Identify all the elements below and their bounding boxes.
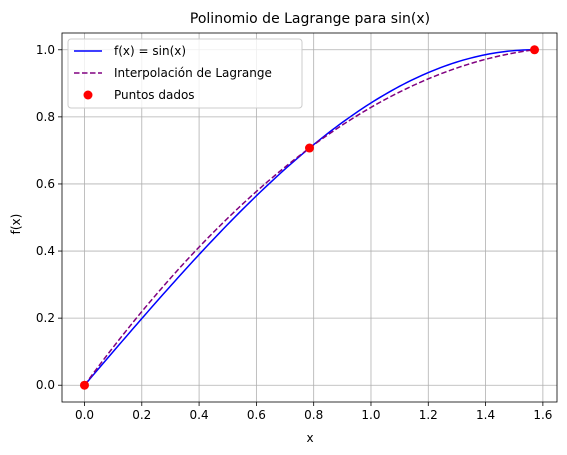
x-tick-label: 0.8 [304, 408, 323, 422]
x-tick-label: 0.4 [190, 408, 209, 422]
y-tick-label: 0.0 [36, 378, 55, 392]
x-tick-label: 0.2 [132, 408, 151, 422]
data-point-marker [305, 143, 314, 153]
y-tick-label: 1.0 [36, 43, 55, 57]
x-tick-label: 1.0 [361, 408, 380, 422]
legend: f(x) = sin(x) Interpolación de Lagrange Pu… [67, 38, 303, 109]
x-tick-label: 1.4 [476, 408, 495, 422]
legend-entry-label: Puntos dados [114, 88, 195, 102]
y-tick-label: 0.4 [36, 244, 55, 258]
legend-marker [83, 90, 93, 100]
y-axis-ticks: 0.0 0.2 0.4 0.6 0.8 1.0 [36, 43, 62, 392]
data-point-marker [79, 380, 89, 390]
x-axis-ticks: 0.0 0.2 0.4 0.6 0.8 1.0 1.2 1.4 1.6 [75, 402, 552, 422]
plot-frame [61, 32, 558, 403]
y-tick-label: 0.8 [36, 110, 55, 124]
x-tick-label: 0.6 [247, 408, 266, 422]
y-tick-label: 0.2 [36, 311, 55, 325]
y-axis-label: f(x) [9, 214, 23, 235]
legend-entry-label: Interpolación de Lagrange [114, 66, 272, 80]
x-tick-label: 0.0 [75, 408, 94, 422]
legend-box [67, 38, 303, 109]
x-tick-label: 1.6 [533, 408, 552, 422]
x-axis-label: x [306, 431, 313, 445]
legend-entry-label: f(x) = sin(x) [114, 44, 186, 58]
series-layer [79, 45, 540, 390]
x-tick-label: 1.2 [419, 408, 438, 422]
chart-title: Polinomio de Lagrange para sin(x) [190, 11, 430, 27]
data-point-marker [530, 45, 540, 55]
y-tick-label: 0.6 [36, 177, 55, 191]
